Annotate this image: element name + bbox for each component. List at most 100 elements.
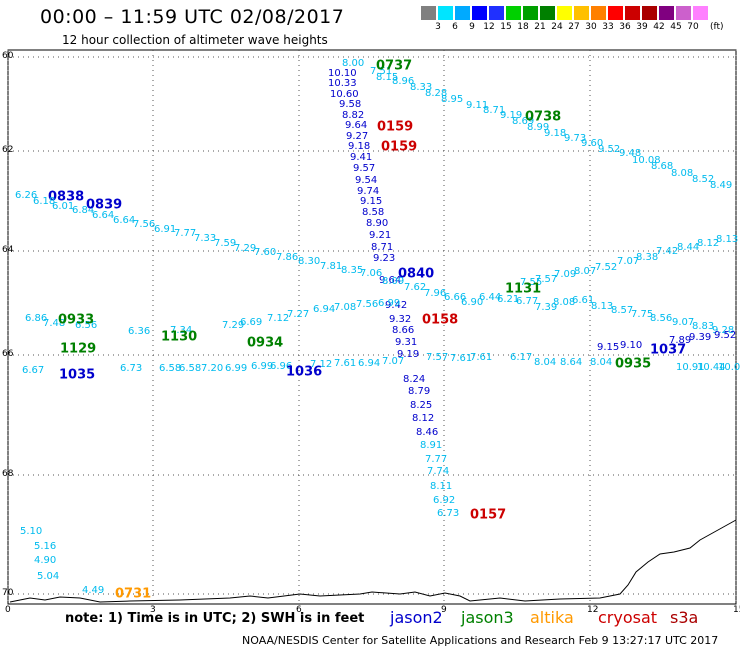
swh-value: 9.54 (355, 175, 377, 186)
legend-label: 39 (636, 22, 648, 32)
swh-value: 9.21 (369, 230, 391, 241)
swh-value: 7.27 (287, 309, 309, 320)
swh-value: 9.32 (389, 314, 411, 325)
swh-value: 9.28 (712, 325, 734, 336)
swh-value: 5.10 (20, 526, 42, 537)
swh-value: 8.04 (534, 357, 556, 368)
swh-value: 6.18 (33, 196, 55, 207)
swh-value: 9.42 (385, 300, 407, 311)
swh-value: 8.71 (371, 242, 393, 253)
swh-value: 7.20 (201, 363, 223, 374)
legend-label: 12 (483, 22, 495, 32)
swh-value: 7.42 (656, 246, 678, 257)
legend-label: 21 (534, 22, 546, 32)
track-time-label: 1037 (650, 342, 686, 357)
swh-value: 6.17 (510, 352, 532, 363)
swh-value: 7.08 (334, 302, 356, 313)
legend-label: 33 (602, 22, 614, 32)
swh-value: 10.60 (330, 89, 359, 100)
swh-value: 8.52 (692, 174, 714, 185)
legend-swatch (574, 6, 589, 20)
swh-value: 8.12 (412, 413, 434, 424)
swh-value: 6.21 (497, 294, 519, 305)
swh-value: 9.52 (714, 330, 736, 341)
credit-line: NOAA/NESDIS Center for Satellite Applica… (242, 634, 719, 647)
swh-value: 6.44 (479, 292, 501, 303)
swh-value: 6.64 (113, 215, 135, 226)
track-time-label: 0159 (381, 139, 417, 154)
legend-label: 15 (500, 22, 512, 32)
swh-value: 7.07 (617, 256, 639, 267)
swh-value: 9.15 (360, 196, 382, 207)
swh-value: 8.38 (636, 252, 658, 263)
footer-note: note: 1) Time is in UTC; 2) SWH is in fe… (65, 611, 365, 626)
track-time-label: 0934 (247, 335, 283, 350)
satellite-jason2: jason2 (390, 608, 443, 627)
legend-swatch (642, 6, 657, 20)
track-time-label: 0158 (422, 312, 458, 327)
swh-value: 8.04 (590, 357, 612, 368)
swh-value: 9.11 (466, 100, 488, 111)
swh-value: 8.09 (382, 276, 404, 287)
swh-value: 8.90 (366, 218, 388, 229)
track-time-label: 0935 (615, 356, 651, 371)
satellite-jason3: jason3 (461, 608, 514, 627)
swh-value: 9.52 (598, 144, 620, 155)
swh-value: 6.58 (159, 363, 181, 374)
swh-value: 6.67 (22, 365, 44, 376)
legend-swatch (591, 6, 606, 20)
swh-value: 6.99 (251, 361, 273, 372)
swh-value: 6.73 (437, 508, 459, 519)
swh-value: 6.69 (240, 317, 262, 328)
track-time-label: 1130 (161, 329, 197, 344)
legend-swatch (438, 6, 453, 20)
swh-value: 7.12 (267, 313, 289, 324)
legend-label: 9 (469, 22, 475, 32)
x-tick-label: 12 (587, 605, 599, 615)
swh-value: 8.00 (342, 58, 364, 69)
swh-value: 8.08 (553, 297, 575, 308)
track-time-label: 0839 (86, 197, 122, 212)
plot-frame (7, 49, 737, 605)
satellite-altika: altika (530, 608, 574, 627)
swh-value: 6.73 (120, 363, 142, 374)
swh-value: 8.13 (591, 301, 613, 312)
x-tick-label: 6 (296, 605, 302, 615)
swh-value: 8.13 (716, 234, 738, 245)
swh-value: 9.57 (353, 163, 375, 174)
legend-label: 3 (435, 22, 441, 32)
y-tick-label: 60 (2, 51, 14, 61)
swh-value: 8.33 (410, 82, 432, 93)
legend-label: 42 (653, 22, 665, 32)
swh-value: 8.30 (298, 256, 320, 267)
legend-swatch (523, 6, 538, 20)
legend-swatch (625, 6, 640, 20)
track-time-label: 0838 (48, 189, 84, 204)
y-tick-label: 64 (2, 245, 14, 255)
swh-value: 6.26 (15, 190, 37, 201)
swh-value: 8.24 (403, 374, 425, 385)
swh-value: 9.58 (339, 99, 361, 110)
swh-value: 8.79 (408, 386, 430, 397)
swh-value: 7.09 (554, 269, 576, 280)
swh-value: 8.08 (671, 168, 693, 179)
swh-value: 6.91 (154, 224, 176, 235)
swh-value: 7.12 (310, 359, 332, 370)
swh-value: 7.06 (360, 268, 382, 279)
legend-label: 18 (517, 22, 529, 32)
legend-label: 45 (670, 22, 682, 32)
swh-value: 6.84 (72, 205, 94, 216)
swh-value: 7.52 (595, 262, 617, 273)
map-subtitle: 12 hour collection of altimeter wave hei… (62, 33, 328, 47)
swh-value: 8.49 (710, 180, 732, 191)
swh-value: 8.66 (392, 325, 414, 336)
y-tick-label: 70 (2, 588, 14, 598)
legend-swatch (489, 6, 504, 20)
swh-value: 8.44 (677, 242, 699, 253)
swh-value: 7.74 (427, 466, 449, 477)
x-tick-label: 9 (441, 605, 447, 615)
swh-value: 8.71 (483, 105, 505, 116)
swh-value: 5.16 (34, 541, 56, 552)
swh-value: 7.60 (254, 247, 276, 258)
swh-value: 7.57 (535, 274, 557, 285)
